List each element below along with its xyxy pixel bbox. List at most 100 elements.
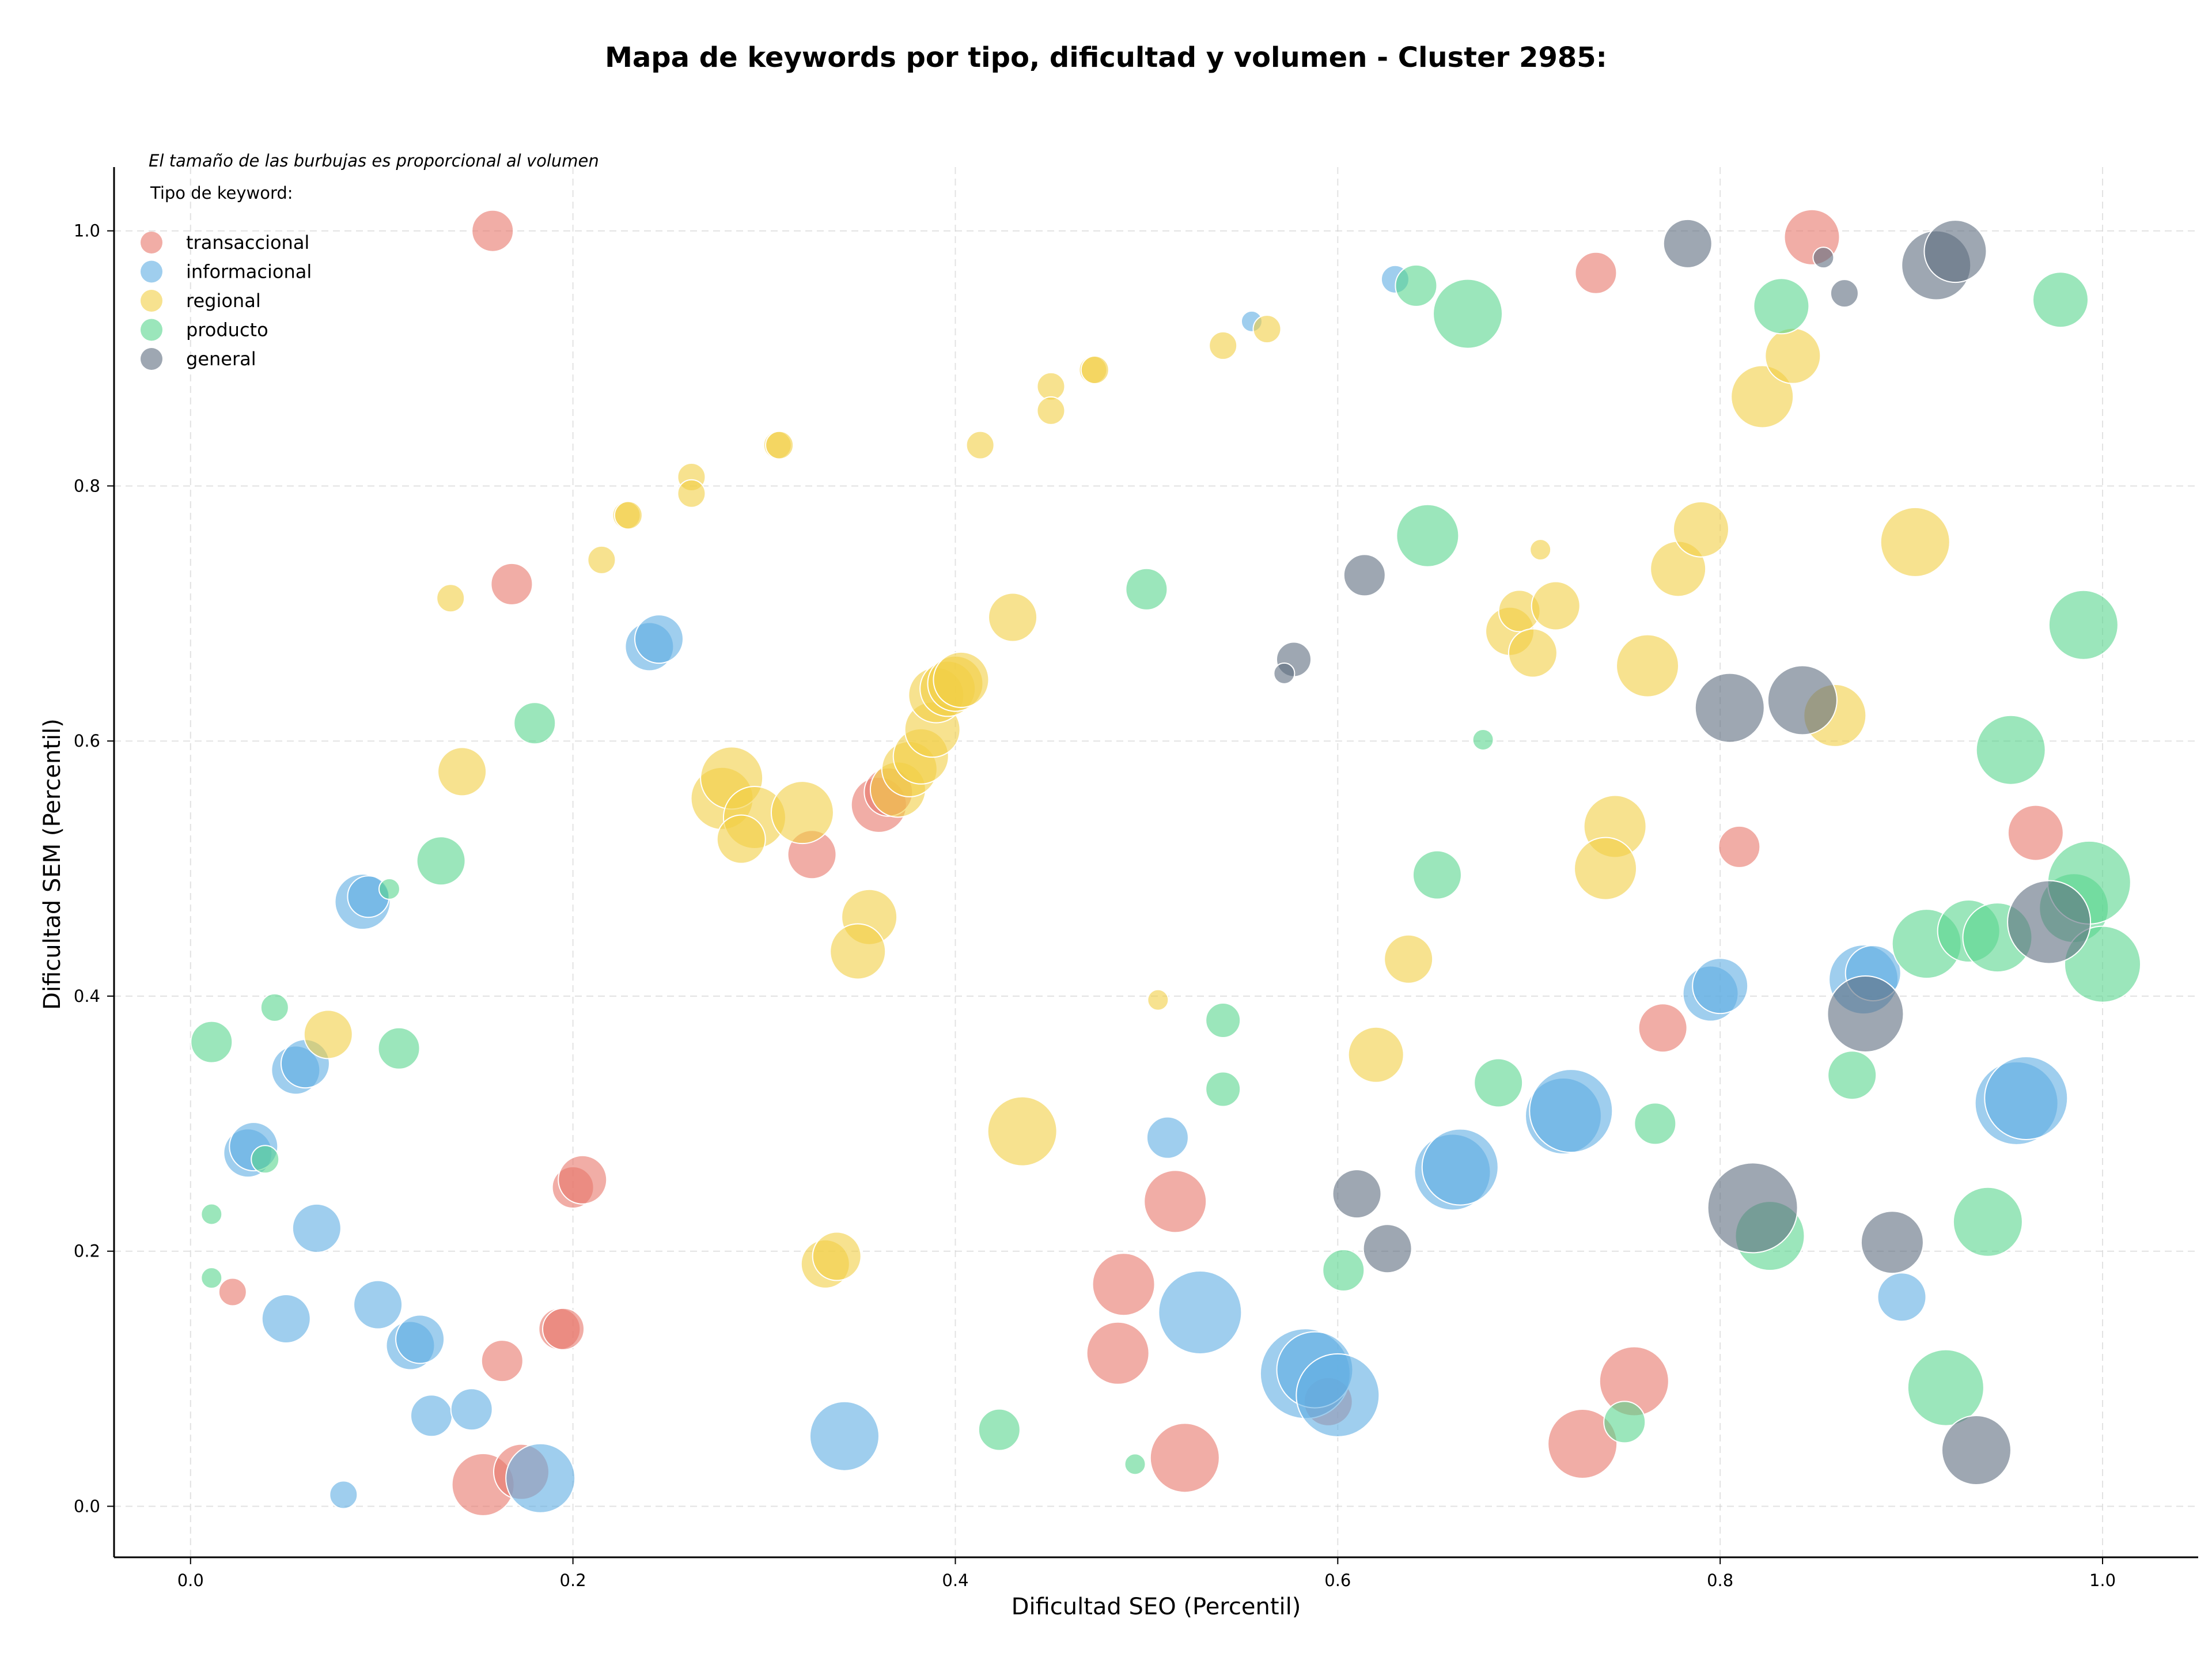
bubble-producto xyxy=(200,1203,223,1225)
legend-marker-producto xyxy=(141,319,162,341)
bubble-producto xyxy=(190,1020,233,1064)
bubble-informacional xyxy=(1146,1116,1189,1159)
bubble-informacional xyxy=(353,1280,403,1330)
bubble-informacional xyxy=(1692,958,1749,1015)
legend-label-general: general xyxy=(186,348,256,370)
bubble-regional xyxy=(933,651,990,708)
bubble-producto xyxy=(2048,589,2119,660)
bubble-transaccional xyxy=(480,1340,524,1383)
x-axis-label: Dificultad SEO (Percentil) xyxy=(1012,1594,1301,1620)
legend: El tamaño de las burbujas es proporciona… xyxy=(141,151,599,370)
bubble-informacional xyxy=(1984,1056,2069,1141)
bubble-regional xyxy=(303,1009,353,1060)
bubble-regional xyxy=(765,430,794,460)
bubble-general xyxy=(1827,975,1904,1053)
bubble-general xyxy=(1707,1162,1798,1254)
x-tick-label: 0.0 xyxy=(177,1571,204,1590)
bubble-transaccional xyxy=(1092,1253,1156,1316)
legend-label-producto: producto xyxy=(186,319,268,341)
bubble-producto xyxy=(378,877,400,900)
y-tick-label: 0.0 xyxy=(74,1496,100,1516)
bubble-producto xyxy=(1472,728,1494,751)
legend-marker-transaccional xyxy=(141,232,162,253)
bubble-general xyxy=(1362,1224,1412,1274)
bubble-regional xyxy=(1347,1026,1404,1083)
bubble-regional xyxy=(965,430,995,460)
bubble-regional xyxy=(1529,539,1552,561)
bubble-informacional xyxy=(1877,1272,1927,1322)
bubble-regional xyxy=(436,584,465,613)
bubble-regional xyxy=(1880,506,1950,577)
legend-label-regional: regional xyxy=(186,290,261,312)
bubble-producto xyxy=(1412,850,1462,900)
bubble-informacional xyxy=(1529,1069,1613,1153)
bubble-regional xyxy=(1036,372,1066,401)
bubble-regional xyxy=(1730,365,1794,429)
x-tick-label: 0.4 xyxy=(942,1571,968,1590)
bubble-producto xyxy=(1205,1071,1241,1107)
bubble-informacional xyxy=(450,1388,493,1431)
bubble-informacional xyxy=(1421,1128,1499,1206)
bubble-regional xyxy=(677,479,706,508)
bubble-producto xyxy=(1827,1050,1877,1100)
bubble-transaccional xyxy=(1547,1408,1618,1479)
bubble-general xyxy=(1694,672,1765,743)
bubble-producto xyxy=(1433,278,1503,349)
bubble-regional xyxy=(1508,628,1558,678)
bubble-regional xyxy=(1147,989,1169,1011)
bubble-regional xyxy=(1209,331,1238,360)
bubble-regional xyxy=(812,1231,862,1281)
bubble-transaccional xyxy=(1149,1422,1220,1493)
bubble-informacional xyxy=(291,1203,342,1253)
chart-title: Mapa de keywords por tipo, dificultad y … xyxy=(605,41,1607,74)
y-tick-label: 1.0 xyxy=(74,221,100,241)
bubble-regional xyxy=(1574,837,1638,901)
legend-label-transaccional: transaccional xyxy=(186,232,309,253)
bubble-producto xyxy=(1907,1349,1984,1427)
bubble-producto xyxy=(1474,1058,1524,1108)
bubble-producto xyxy=(1753,278,1810,335)
bubble-transaccional xyxy=(1574,251,1618,294)
bubble-regional xyxy=(1764,327,1821,384)
bubble-transaccional xyxy=(1143,1170,1207,1234)
bubble-transaccional xyxy=(1086,1321,1150,1385)
bubble-producto xyxy=(200,1267,223,1289)
bubble-producto xyxy=(377,1027,421,1070)
legend-marker-informacional xyxy=(141,260,162,283)
bubble-producto xyxy=(1396,504,1460,567)
bubble-producto xyxy=(260,993,289,1022)
bubble-transaccional xyxy=(490,562,533,606)
bubble-regional xyxy=(1252,315,1282,344)
bubble-regional xyxy=(770,781,834,845)
y-tick-label: 0.4 xyxy=(74,986,100,1006)
bubble-regional xyxy=(987,1096,1058,1167)
bubble-general xyxy=(1830,279,1859,308)
x-tick-label: 0.2 xyxy=(560,1571,586,1590)
bubble-informacional xyxy=(329,1480,358,1509)
x-tick-label: 0.8 xyxy=(1707,1571,1733,1590)
bubble-regional xyxy=(1531,581,1581,631)
bubble-informacional xyxy=(1158,1270,1243,1354)
bubble-transaccional xyxy=(542,1307,585,1350)
bubble-producto xyxy=(1634,1102,1677,1145)
bubble-informacional xyxy=(395,1314,445,1364)
bubble-layer xyxy=(190,209,2142,1516)
y-axis-label: Dificultad SEM (Percentil) xyxy=(39,718,66,1010)
bubble-producto xyxy=(1124,1453,1146,1475)
legend-label-informacional: informacional xyxy=(186,261,312,283)
bubble-informacional xyxy=(261,1294,311,1344)
bubble-regional xyxy=(1672,501,1729,558)
bubble-general xyxy=(1923,220,1987,283)
bubble-regional xyxy=(1036,396,1066,425)
bubble-transaccional xyxy=(1638,1003,1688,1053)
bubble-producto xyxy=(1603,1401,1646,1444)
legend-marker-regional xyxy=(141,290,162,312)
bubble-general xyxy=(1767,665,1838,736)
bubble-regional xyxy=(613,501,643,530)
axes xyxy=(113,167,2198,1558)
bubble-transaccional xyxy=(471,209,514,252)
bubble-informacional xyxy=(505,1443,576,1514)
bubble-producto xyxy=(416,836,466,886)
bubble-producto xyxy=(251,1145,280,1174)
